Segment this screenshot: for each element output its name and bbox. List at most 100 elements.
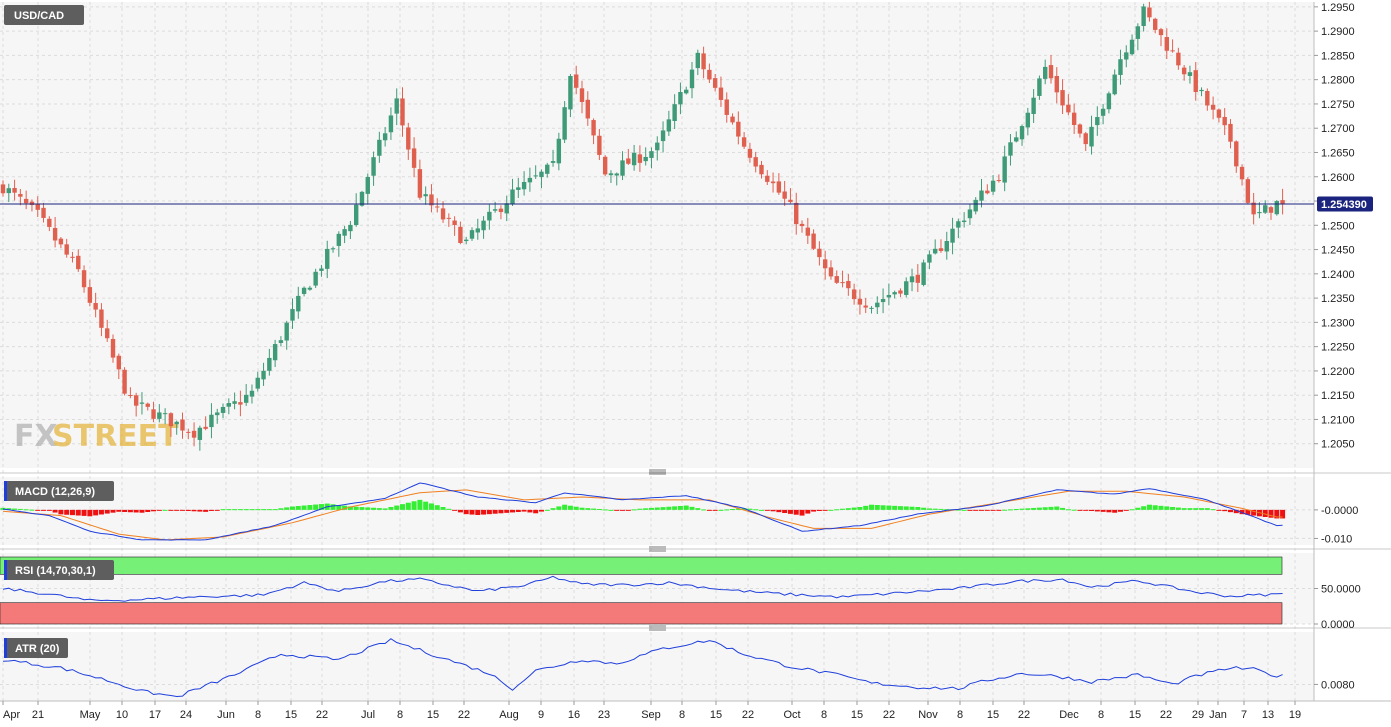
- macd-histogram-bar: [122, 509, 128, 512]
- macd-histogram-bar: [764, 509, 770, 511]
- time-tick-label: Jul: [361, 709, 375, 721]
- macd-histogram-bar: [151, 509, 157, 512]
- macd-histogram-bar: [168, 509, 174, 511]
- macd-histogram-bar: [1193, 508, 1199, 510]
- macd-histogram-bar: [266, 509, 272, 511]
- candle: [1176, 47, 1181, 70]
- macd-histogram-bar: [1245, 509, 1251, 515]
- macd-histogram-bar: [1036, 507, 1042, 510]
- price-tick-label: 1.2700: [1321, 123, 1355, 135]
- price-tick-label: 1.2500: [1321, 220, 1355, 232]
- rsi-zones: [0, 556, 1283, 625]
- macd-histogram-bar: [284, 507, 290, 510]
- macd-histogram-bar: [1187, 508, 1193, 510]
- candle: [93, 292, 98, 318]
- atr-label-text: ATR (20): [15, 643, 60, 655]
- candle: [846, 273, 851, 296]
- macd-histogram-bar: [1042, 507, 1048, 510]
- time-tick-label: 22: [742, 709, 754, 721]
- macd-histogram-bar: [897, 506, 903, 510]
- macd-histogram-bar: [1175, 507, 1181, 510]
- panel-separators: [0, 472, 1391, 629]
- candle: [718, 76, 724, 108]
- candle: [209, 403, 214, 439]
- macd-histogram-bar: [799, 509, 805, 516]
- candle: [139, 392, 145, 415]
- macd-histogram-bar: [295, 506, 301, 510]
- macd-histogram-bar: [1071, 509, 1077, 511]
- candle: [1187, 65, 1193, 84]
- candle: [1170, 39, 1175, 53]
- time-tick-label: Jan: [1209, 709, 1227, 721]
- macd-histogram-bar: [382, 508, 388, 510]
- candle: [1239, 164, 1245, 186]
- macd-histogram-bar: [921, 507, 927, 510]
- candle: [64, 238, 69, 258]
- time-tick-label: 8: [255, 709, 261, 721]
- time-tick-label: 16: [568, 709, 580, 721]
- candle: [678, 82, 683, 115]
- candle: [446, 213, 452, 227]
- resize-handles[interactable]: [649, 469, 666, 631]
- price-tick-label: 1.2600: [1321, 172, 1355, 184]
- candle: [770, 172, 776, 193]
- candle: [759, 160, 764, 179]
- candle: [0, 180, 6, 197]
- macd-histogram-bar: [1007, 509, 1013, 511]
- macd-histogram-bar: [903, 506, 909, 510]
- macd-histogram-bar: [394, 505, 400, 510]
- candle: [574, 65, 579, 95]
- macd-histogram-bar: [58, 509, 64, 515]
- macd-histogram-bar: [915, 507, 921, 510]
- macd-histogram-bar: [637, 508, 643, 510]
- macd-histogram-bar: [156, 509, 162, 511]
- candle: [1216, 108, 1222, 123]
- macd-histogram-bar: [261, 509, 267, 511]
- candle: [562, 101, 567, 144]
- atr-label[interactable]: ATR (20): [4, 638, 68, 658]
- candle: [1193, 61, 1198, 101]
- macd-histogram-bar: [1158, 505, 1164, 510]
- candle: [550, 149, 556, 167]
- candle: [956, 218, 961, 239]
- candle: [753, 151, 758, 173]
- candle: [394, 88, 399, 126]
- candle: [70, 251, 75, 263]
- indicator-lines: [2, 482, 1283, 698]
- macd-histogram-bar: [162, 509, 168, 511]
- macd-histogram-bar: [463, 509, 469, 515]
- macd-histogram-bar: [567, 505, 573, 510]
- candle: [672, 94, 677, 130]
- price-tick-label: 1.2850: [1321, 50, 1355, 62]
- candle: [730, 113, 735, 125]
- candle: [215, 408, 220, 424]
- macd-histogram-bar: [64, 509, 70, 515]
- macd-label[interactable]: MACD (12,26,9): [4, 481, 114, 501]
- macd-histogram-bar: [93, 509, 99, 516]
- symbol-label[interactable]: USD/CAD: [4, 5, 84, 25]
- candle: [435, 198, 440, 213]
- macd-histogram-bar: [521, 509, 527, 512]
- candle: [620, 151, 625, 181]
- macd-histogram-bar: [1233, 509, 1239, 514]
- time-tick-label: Sep: [641, 709, 661, 721]
- rsi-oversold-zone: [0, 602, 1283, 625]
- macd-histogram-bar: [69, 509, 75, 516]
- candle: [932, 239, 938, 255]
- macd-histogram-bar: [591, 508, 597, 510]
- indicator-tick-label: 50.0000: [1321, 584, 1361, 596]
- candle: [226, 398, 232, 415]
- candle: [1019, 124, 1025, 146]
- macd-histogram-bar: [1274, 509, 1280, 519]
- macd-histogram-bar: [944, 509, 950, 511]
- macd-histogram-bar: [701, 509, 707, 511]
- macd-histogram-bar: [376, 508, 382, 510]
- macd-histogram-bar: [486, 509, 492, 515]
- candle: [423, 186, 428, 205]
- macd-histogram-bar: [1054, 506, 1060, 510]
- macd-histogram-bar: [926, 508, 932, 510]
- rsi-label[interactable]: RSI (14,70,30,1): [4, 560, 114, 580]
- candle: [35, 196, 40, 217]
- macd-histogram-bar: [550, 508, 556, 510]
- macd-histogram-bar: [1100, 509, 1106, 512]
